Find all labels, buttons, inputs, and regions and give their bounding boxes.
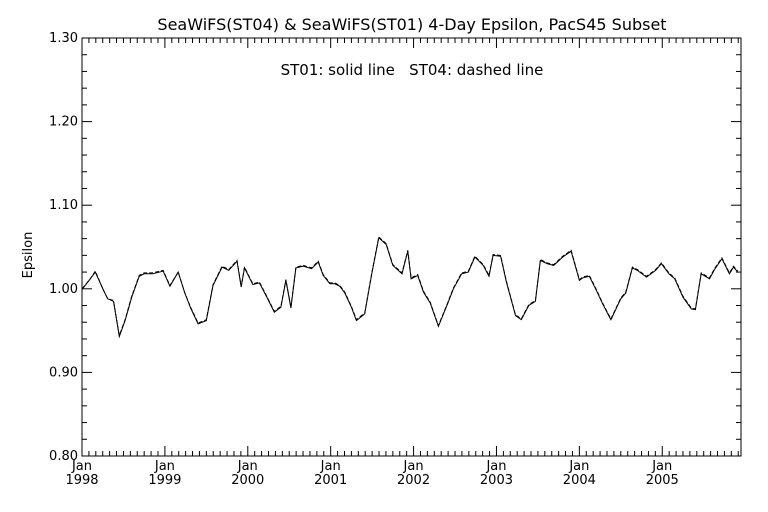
x-tick-year-label: 2004: [563, 473, 596, 488]
series-line-st01: [81, 236, 739, 339]
x-tick-year-label: 2000: [231, 473, 264, 488]
y-tick-labels: 0.80 0.90 1.00 1.10 1.20 1.30: [49, 31, 78, 464]
line-style-annotation: ST01: solid line ST04: dashed line: [281, 61, 544, 79]
y-tick-label: 0.90: [49, 365, 78, 380]
x-tick-year-label: 2005: [646, 473, 679, 488]
y-tick-label: 0.80: [49, 449, 78, 464]
x-tick-month-label: Jan: [485, 459, 506, 474]
x-tick-year-label: 1999: [148, 473, 181, 488]
x-tick-month-label: Jan: [568, 459, 589, 474]
y-axis-label: Epsilon: [21, 232, 36, 279]
y-tick-label: 1.10: [49, 198, 78, 213]
x-tick-month-label: Jan: [237, 459, 258, 474]
x-tick-year-label: 1998: [65, 473, 98, 488]
x-tick-month-label: Jan: [403, 459, 424, 474]
y-tick-label: 1.30: [49, 31, 78, 46]
x-tick-year-label: 2002: [397, 473, 430, 488]
x-tick-year-label: 2003: [480, 473, 513, 488]
chart-title: SeaWiFS(ST04) & SeaWiFS(ST01) 4-Day Epsi…: [157, 15, 666, 34]
x-tick-labels: Jan1998Jan1999Jan2000Jan2001Jan2002Jan20…: [65, 459, 678, 488]
x-tick-year-label: 2001: [314, 473, 347, 488]
axis-ticks: [81, 37, 741, 457]
series-line-st04: [81, 236, 739, 338]
x-tick-month-label: Jan: [71, 459, 92, 474]
y-tick-label: 1.00: [49, 282, 78, 297]
x-tick-month-label: Jan: [154, 459, 175, 474]
x-tick-month-label: Jan: [651, 459, 672, 474]
plot-frame: [81, 37, 742, 457]
series-lines: [81, 236, 739, 339]
x-tick-month-label: Jan: [320, 459, 341, 474]
y-tick-label: 1.20: [49, 115, 78, 130]
